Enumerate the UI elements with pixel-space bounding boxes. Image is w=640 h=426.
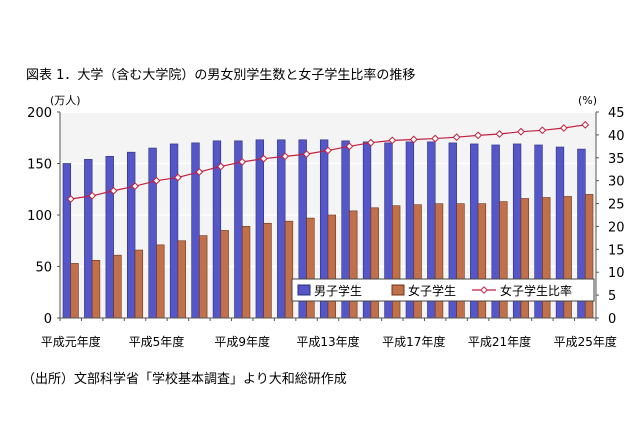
ratio-point <box>474 131 482 140</box>
bar-female <box>220 230 229 319</box>
ratio-point <box>538 126 547 135</box>
bar-female <box>177 240 186 319</box>
ratio-point <box>66 195 75 203</box>
legend-box <box>291 278 595 302</box>
left-axis-unit: (万人) <box>50 94 81 107</box>
right-tick-label: 15 <box>608 243 625 258</box>
right-tick-label: 25 <box>608 198 625 213</box>
right-tick-label: 40 <box>608 129 625 144</box>
axes: 0 50 100 150 200 0 5 10 15 20 25 30 35 40 45 平成元年度 平成5年度… <box>27 106 624 349</box>
ratio-point <box>559 124 568 132</box>
bar-male <box>148 147 157 319</box>
legend-label-ratio: 女子学生比率 <box>500 283 572 298</box>
bar-male <box>84 159 93 319</box>
ratio-point <box>431 134 440 143</box>
legend-marker-ratio <box>480 286 488 294</box>
ratio-point <box>131 182 139 191</box>
ratio-point <box>152 176 161 185</box>
ratio-point <box>324 146 332 155</box>
legend-swatch-female <box>391 284 405 296</box>
bar-female <box>70 263 79 319</box>
ratio-point <box>195 168 204 176</box>
bar-female <box>91 260 101 319</box>
right-tick-label: 5 <box>608 289 616 304</box>
ratio-point <box>281 152 290 161</box>
bar-female <box>284 220 294 319</box>
source-note: （出所）文部科学省「学校基本調査」より大和総研作成 <box>22 372 347 387</box>
bar-female <box>241 226 251 319</box>
ratio-point <box>366 138 375 147</box>
x-tick-label: 平成17年度 <box>382 334 445 349</box>
bar-female <box>327 214 337 319</box>
ratio-point <box>216 162 225 171</box>
ratio-point <box>409 135 418 144</box>
bar-female <box>306 217 315 319</box>
ratio-point <box>259 154 268 163</box>
x-tick-label: 平成13年度 <box>296 334 359 349</box>
left-tick-label: 150 <box>27 158 52 173</box>
bar-male <box>277 139 286 319</box>
right-axis-unit: (%) <box>578 94 597 107</box>
legend-swatch-male <box>297 284 311 296</box>
x-tick-label: 平成25年度 <box>554 334 617 349</box>
left-tick-label: 0 <box>44 312 52 327</box>
x-tick-label: 平成9年度 <box>214 334 270 349</box>
bar-male <box>62 163 72 319</box>
ratio-point <box>517 127 525 136</box>
ratio-point <box>495 130 504 138</box>
bar-female <box>113 254 122 319</box>
right-tick-label: 30 <box>608 175 625 190</box>
ratio-point <box>581 120 590 129</box>
legend-label-male: 男子学生 <box>314 283 362 298</box>
right-tick-label: 10 <box>608 266 625 281</box>
ratio-point <box>302 150 311 159</box>
bar-male <box>169 143 179 319</box>
ratio-point <box>88 191 97 200</box>
legend: 男子学生 女子学生 女子学生比率 <box>291 278 595 302</box>
bar-male <box>191 142 200 319</box>
x-tick-label: 平成5年度 <box>129 334 185 349</box>
figure-title: 図表 1．大学（含む大学院）の男女別学生数と女子学生比率の推移 <box>26 68 416 83</box>
right-tick-label: 20 <box>608 220 625 235</box>
x-tick-label: 平成元年度 <box>41 334 101 349</box>
bars-group <box>62 139 594 319</box>
left-tick-label: 200 <box>27 106 52 121</box>
right-tick-label: 45 <box>608 106 625 121</box>
bar-female <box>263 222 272 319</box>
ratio-point <box>388 136 397 145</box>
bar-female <box>199 235 208 319</box>
bar-male <box>105 155 114 319</box>
right-tick-label: 0 <box>608 312 616 327</box>
bar-female <box>134 249 144 319</box>
ratio-line-group <box>66 120 590 203</box>
bar-male <box>234 140 243 319</box>
legend-label-female: 女子学生 <box>408 283 456 298</box>
ratio-point <box>174 173 182 182</box>
bar-male <box>127 151 136 319</box>
ratio-point <box>238 157 247 166</box>
ratio-point <box>109 186 118 195</box>
left-tick-label: 100 <box>27 209 52 224</box>
bar-male <box>255 139 264 319</box>
bar-female <box>349 210 358 319</box>
right-tick-label: 35 <box>608 152 625 167</box>
bar-female <box>156 244 165 319</box>
left-tick-label: 50 <box>35 261 52 276</box>
ratio-point <box>452 133 461 142</box>
x-tick-label: 平成21年度 <box>468 334 531 349</box>
ratio-point <box>345 142 354 151</box>
